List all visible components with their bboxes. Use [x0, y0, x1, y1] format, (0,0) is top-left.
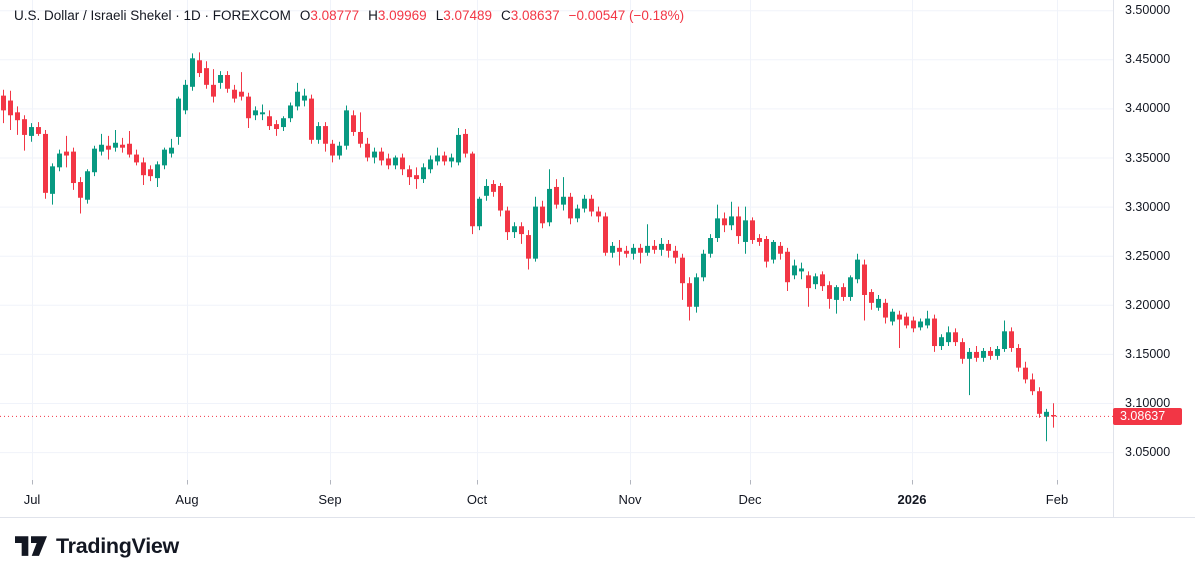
symbol-title[interactable]: U.S. Dollar / Israeli Shekel · 1D · FORE… [14, 8, 291, 23]
price-axis-label: 3.35000 [1125, 150, 1171, 165]
time-axis[interactable] [0, 480, 1113, 517]
change-value: −0.00547 (−0.18%) [568, 8, 685, 23]
ohlc-high: H3.09969 [368, 8, 427, 23]
time-axis-label: Nov [618, 492, 642, 507]
price-axis-label: 3.20000 [1125, 297, 1171, 312]
time-axis-label: Oct [466, 492, 488, 507]
tradingview-logo[interactable]: TradingView [15, 533, 179, 560]
tradingview-logo-text: TradingView [56, 534, 179, 558]
time-axis-label: Aug [175, 492, 199, 507]
time-axis-ticks [32, 480, 1058, 485]
low-value: 3.07489 [443, 8, 493, 23]
candles-group [1, 52, 1056, 442]
current-price-badge: 3.08637 [1113, 407, 1182, 425]
close-value: 3.08637 [510, 8, 560, 23]
close-label: C [501, 8, 511, 23]
time-axis-label: Feb [1045, 492, 1069, 507]
time-axis-label: Sep [318, 492, 342, 507]
chart-legend: U.S. Dollar / Israeli Shekel · 1D · FORE… [14, 8, 693, 24]
open-value: 3.08777 [310, 8, 360, 23]
price-axis-label: 3.15000 [1125, 346, 1171, 361]
price-axis-label: 3.25000 [1125, 248, 1171, 263]
ohlc-open: O3.08777 [300, 8, 359, 23]
ohlc-low: L3.07489 [436, 8, 492, 23]
high-value: 3.09969 [377, 8, 427, 23]
low-label: L [435, 8, 444, 23]
price-axis-label: 3.50000 [1125, 3, 1171, 18]
price-axis-label: 3.45000 [1125, 52, 1171, 67]
time-axis-label: Dec [738, 492, 762, 507]
time-axis-label: 2026 [897, 492, 927, 507]
price-axis-label: 3.30000 [1125, 199, 1171, 214]
high-label: H [368, 8, 378, 23]
time-axis-label: Jul [23, 492, 41, 507]
price-axis-label: 3.40000 [1125, 101, 1171, 116]
open-label: O [299, 8, 311, 23]
price-axis-label: 3.10000 [1125, 396, 1171, 410]
price-axis-label: 3.05000 [1125, 445, 1171, 460]
vertical-gridlines [32, 0, 1058, 480]
chart-pane[interactable] [0, 0, 1113, 480]
ohlc-close: C3.08637 [501, 8, 560, 23]
tradingview-logo-icon [15, 536, 47, 556]
